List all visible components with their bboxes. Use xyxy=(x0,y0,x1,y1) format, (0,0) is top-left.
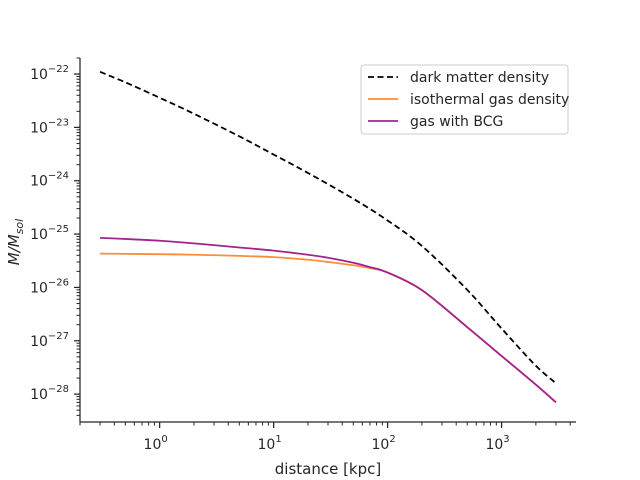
y-tick-label-exp: −28 xyxy=(48,384,69,395)
x-axis-label: distance [kpc] xyxy=(275,460,382,478)
y-tick-label: 10−27 xyxy=(30,331,69,350)
y-tick-label-exp: −26 xyxy=(48,277,69,288)
y-tick-label-exp: −25 xyxy=(48,224,69,235)
x-tick-label: 102 xyxy=(371,434,395,453)
y-tick-label-exp: −24 xyxy=(48,171,69,182)
series-line-dark-matter-density xyxy=(99,71,557,384)
y-tick-label-exp: −22 xyxy=(48,64,69,75)
legend-box xyxy=(360,64,569,135)
y-tick-label: 10−28 xyxy=(30,384,69,403)
y-tick-label-base: 10 xyxy=(30,334,48,350)
y-tick-label: 10−26 xyxy=(30,277,69,296)
x-tick-label-exp: 2 xyxy=(389,434,395,445)
y-tick-label-base: 10 xyxy=(30,174,48,190)
plot-area xyxy=(99,71,557,404)
y-tick-label-exp: −27 xyxy=(48,331,69,342)
y-tick-label: 10−23 xyxy=(30,117,69,136)
x-tick-label-base: 10 xyxy=(258,437,276,453)
x-tick-label-base: 10 xyxy=(144,437,162,453)
legend: dark matter density isothermal gas densit… xyxy=(360,64,569,135)
x-tick-label: 100 xyxy=(144,434,168,453)
legend-label: isothermal gas density xyxy=(410,92,569,108)
y-tick-label: 10−24 xyxy=(30,171,69,190)
y-tick-label-base: 10 xyxy=(30,387,48,403)
y-tick-label-base: 10 xyxy=(30,67,48,83)
x-tick-label-base: 10 xyxy=(371,437,389,453)
y-axis-label-main: M/M xyxy=(5,234,23,265)
y-tick-label-exp: −23 xyxy=(48,117,69,128)
y-tick-label-base: 10 xyxy=(30,120,48,136)
y-axis-label: M/Msol xyxy=(5,219,26,265)
x-tick-label-exp: 0 xyxy=(161,434,167,445)
x-tick-label-exp: 1 xyxy=(275,434,281,445)
y-tick-label: 10−25 xyxy=(30,224,69,243)
y-tick-label-base: 10 xyxy=(30,280,48,296)
x-tick-label: 103 xyxy=(485,434,509,453)
y-tick-label: 10−22 xyxy=(30,64,69,83)
x-tick-label-exp: 3 xyxy=(503,434,509,445)
legend-label: dark matter density xyxy=(410,70,549,86)
x-tick-label: 101 xyxy=(258,434,282,453)
series-line-gas-with-bcg xyxy=(100,236,557,404)
y-axis-label-sub: sol xyxy=(13,219,26,235)
axes: 100 101 102 10310−2810−2710−2610−2510−2410−… xyxy=(30,57,576,453)
series-line-isothermal-gas-density xyxy=(100,252,557,404)
y-tick-label-base: 10 xyxy=(30,227,48,243)
x-tick-label-base: 10 xyxy=(485,437,503,453)
legend-label: gas with BCG xyxy=(410,114,503,130)
